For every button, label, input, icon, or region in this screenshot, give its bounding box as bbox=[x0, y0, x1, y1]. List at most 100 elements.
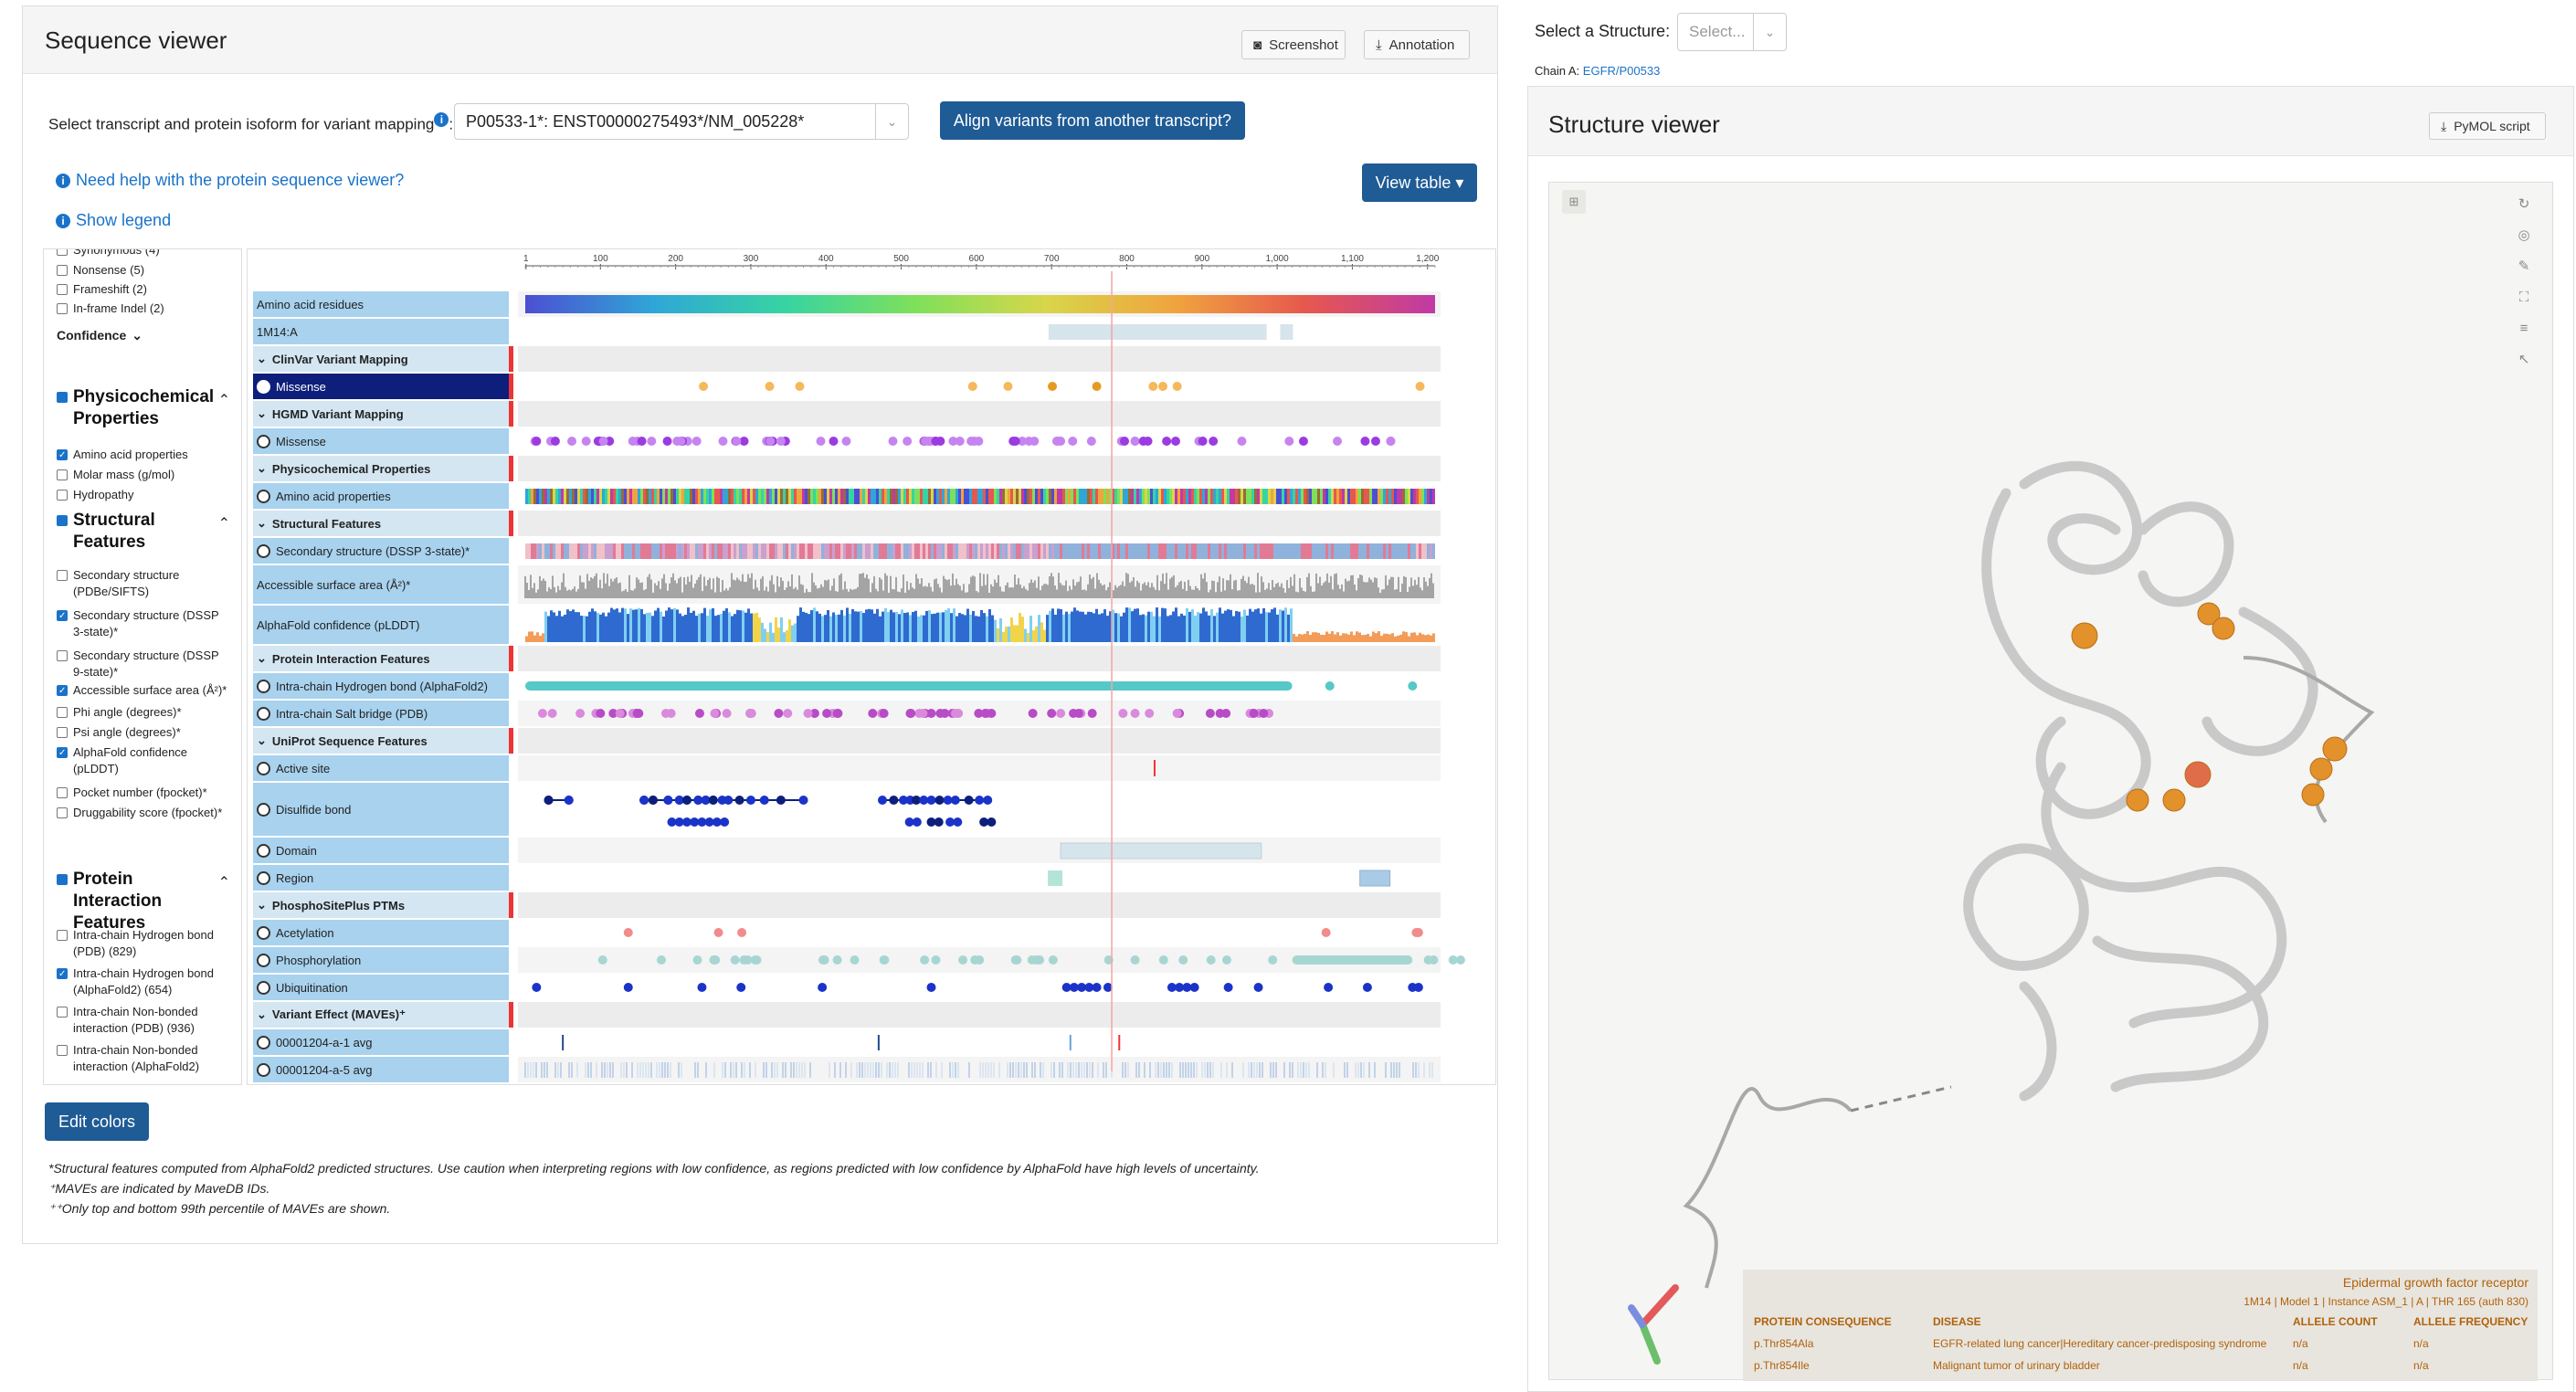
checkbox[interactable] bbox=[57, 570, 68, 581]
track-label[interactable]: ⌄ Physicochemical Properties bbox=[253, 456, 509, 481]
sidebar-option[interactable]: Amino acid properties bbox=[57, 447, 239, 464]
molecule-viewer[interactable]: ⊞ ↻ ◎ ✎ ⛶ ≡ ↖ bbox=[1548, 182, 2554, 1381]
track-toggle-icon[interactable] bbox=[257, 1062, 270, 1077]
checkbox[interactable] bbox=[57, 284, 68, 295]
wrench-icon[interactable]: ✎ bbox=[2518, 258, 2530, 274]
option-synonymous[interactable]: Synonymous (4) bbox=[57, 249, 239, 258]
track-toggle-icon[interactable] bbox=[257, 379, 270, 394]
menu-icon[interactable]: ⊞ bbox=[1562, 190, 1586, 214]
track-label[interactable]: Accessible surface area (Å²)* bbox=[253, 565, 509, 604]
track-label[interactable]: Ubiquitination bbox=[253, 975, 509, 1000]
sidebar-option[interactable]: Secondary structure (DSSP 9-state)* bbox=[57, 648, 239, 680]
option-nonsense[interactable]: Nonsense (5) bbox=[57, 262, 239, 279]
checkbox[interactable] bbox=[57, 249, 68, 256]
track-toggle-icon[interactable] bbox=[257, 761, 270, 775]
chevron-down-icon[interactable]: ⌄ bbox=[257, 1007, 267, 1021]
track-options-sidebar[interactable]: Synonymous (4) Nonsense (5) Frameshift (… bbox=[43, 248, 242, 1085]
sidebar-option[interactable]: Molar mass (g/mol) bbox=[57, 467, 239, 483]
checkbox[interactable] bbox=[57, 265, 68, 276]
checkbox[interactable] bbox=[57, 807, 68, 818]
checkbox[interactable] bbox=[57, 787, 68, 798]
edit-colors-button[interactable]: Edit colors bbox=[45, 1102, 149, 1141]
track-label[interactable]: ⌄ Protein Interaction Features bbox=[253, 646, 509, 671]
camera-icon[interactable]: ◎ bbox=[2518, 227, 2530, 243]
sidebar-option[interactable]: Druggability score (fpocket)* bbox=[57, 805, 239, 821]
transcript-select[interactable]: P00533-1*: ENST00000275493*/NM_005228* ⌄ bbox=[454, 103, 909, 140]
checkbox[interactable] bbox=[57, 469, 68, 480]
confidence-toggle[interactable]: Confidence ⌄ bbox=[57, 327, 239, 343]
track-label[interactable]: AlphaFold confidence (pLDDT) bbox=[253, 606, 509, 644]
settings-icon[interactable]: ≡ bbox=[2519, 320, 2528, 336]
track-toggle-icon[interactable] bbox=[257, 980, 270, 995]
sidebar-group-2[interactable]: Protein Interaction Features ⌃ bbox=[57, 869, 239, 934]
track-label[interactable]: 00001204-a-5 avg bbox=[253, 1057, 509, 1082]
checkbox[interactable] bbox=[57, 515, 68, 526]
track-label[interactable]: Intra-chain Hydrogen bond (AlphaFold2) bbox=[253, 673, 509, 699]
checkbox[interactable] bbox=[57, 448, 68, 464]
sidebar-option[interactable]: Secondary structure (DSSP 3-state)* bbox=[57, 607, 239, 640]
track-label[interactable]: Active site bbox=[253, 755, 509, 781]
sidebar-option[interactable]: Secondary structure (PDBe/SIFTS) bbox=[57, 567, 239, 600]
track-label[interactable]: Phosphorylation bbox=[253, 947, 509, 973]
track-label[interactable]: Missense bbox=[253, 428, 509, 454]
track-toggle-icon[interactable] bbox=[257, 843, 270, 858]
option-frameshift[interactable]: Frameshift (2) bbox=[57, 281, 239, 298]
track-label[interactable]: Acetylation bbox=[253, 920, 509, 945]
track-label[interactable]: ⌄ HGMD Variant Mapping bbox=[253, 401, 509, 427]
track-toggle-icon[interactable] bbox=[257, 489, 270, 503]
info-icon[interactable]: i bbox=[434, 112, 449, 127]
checkbox[interactable] bbox=[57, 1045, 68, 1056]
chevron-down-icon[interactable]: ⌄ bbox=[257, 516, 267, 530]
help-link[interactable]: i Need help with the protein sequence vie… bbox=[56, 171, 404, 190]
checkbox[interactable] bbox=[57, 683, 68, 700]
track-label[interactable]: ⌄ Variant Effect (MAVEs)⁺ bbox=[253, 1002, 509, 1028]
sidebar-option[interactable]: Phi angle (degrees)* bbox=[57, 704, 239, 721]
track-label[interactable]: Disulfide bond bbox=[253, 783, 509, 836]
checkbox[interactable] bbox=[57, 650, 68, 661]
pymol-script-button[interactable]: ⤓ PyMOL script bbox=[2429, 112, 2546, 140]
track-label[interactable]: Amino acid residues bbox=[253, 291, 509, 317]
track-label[interactable]: 1M14:A bbox=[253, 319, 509, 344]
sidebar-option[interactable]: Intra-chain Non-bonded interaction (Alph… bbox=[57, 1042, 239, 1075]
chevron-down-icon[interactable]: ⌄ bbox=[257, 461, 267, 475]
screenshot-button[interactable]: ◙ Screenshot bbox=[1241, 30, 1346, 59]
track-toggle-icon[interactable] bbox=[257, 802, 270, 817]
chevron-up-icon[interactable]: ⌃ bbox=[217, 875, 230, 891]
checkbox[interactable] bbox=[57, 392, 68, 403]
track-label[interactable]: Intra-chain Salt bridge (PDB) bbox=[253, 701, 509, 726]
chevron-up-icon[interactable]: ⌃ bbox=[217, 516, 230, 532]
checkbox[interactable] bbox=[57, 303, 68, 314]
chain-link[interactable]: EGFR/P00533 bbox=[1582, 64, 1661, 78]
track-toggle-icon[interactable] bbox=[257, 870, 270, 885]
track-toggle-icon[interactable] bbox=[257, 679, 270, 693]
track-label[interactable]: ⌄ PhosphoSitePlus PTMs bbox=[253, 892, 509, 918]
track-label[interactable]: Missense bbox=[253, 374, 509, 399]
track-toggle-icon[interactable] bbox=[257, 925, 270, 940]
sidebar-option[interactable]: Intra-chain Non-bonded interaction (PDB)… bbox=[57, 1004, 239, 1037]
sidebar-option[interactable]: Hydropathy bbox=[57, 487, 239, 503]
select-icon[interactable]: ↖ bbox=[2518, 352, 2530, 367]
protein-cartoon[interactable] bbox=[1549, 183, 2554, 1381]
checkbox[interactable] bbox=[57, 745, 68, 762]
track-label[interactable]: Domain bbox=[253, 838, 509, 863]
structure-select[interactable]: Select... ⌄ bbox=[1677, 13, 1787, 51]
align-variants-button[interactable]: Align variants from another transcript? bbox=[940, 101, 1245, 140]
checkbox[interactable] bbox=[57, 608, 68, 625]
tracks-canvas[interactable]: 1 100 200 300 400 500 600 700 800 900 1,000 1,100 1,… bbox=[248, 249, 1496, 1085]
chevron-down-icon[interactable]: ⌄ bbox=[257, 733, 267, 747]
annotation-button[interactable]: ⤓ Annotation bbox=[1364, 30, 1470, 59]
track-toggle-icon[interactable] bbox=[257, 1035, 270, 1049]
track-label[interactable]: Secondary structure (DSSP 3-state)* bbox=[253, 538, 509, 564]
track-toggle-icon[interactable] bbox=[257, 434, 270, 448]
checkbox[interactable] bbox=[57, 490, 68, 501]
sidebar-option[interactable]: Intra-chain Hydrogen bond (PDB) (829) bbox=[57, 927, 239, 960]
sidebar-option[interactable]: Psi angle (degrees)* bbox=[57, 724, 239, 741]
sidebar-group-1[interactable]: Structural Features ⌃ bbox=[57, 510, 239, 554]
checkbox[interactable] bbox=[57, 727, 68, 738]
expand-icon[interactable]: ⛶ bbox=[2518, 289, 2529, 305]
show-legend-link[interactable]: i Show legend bbox=[56, 211, 171, 230]
view-table-button[interactable]: View table ▾ bbox=[1362, 163, 1477, 202]
checkbox[interactable] bbox=[57, 707, 68, 718]
sidebar-group-0[interactable]: Physicochemical Properties ⌃ bbox=[57, 386, 239, 430]
chevron-down-icon[interactable]: ⌄ bbox=[257, 651, 267, 665]
